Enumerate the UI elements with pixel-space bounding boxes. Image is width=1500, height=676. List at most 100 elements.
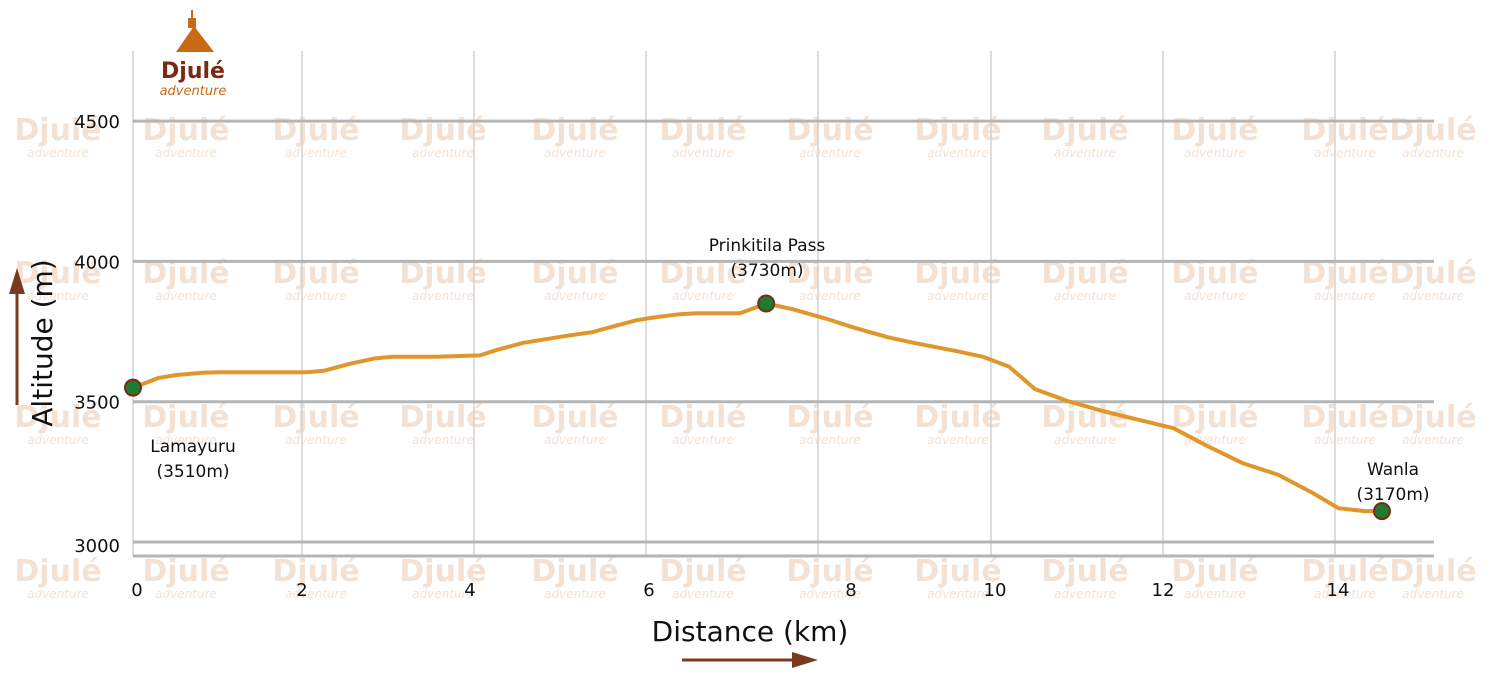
waypoint-marker [1372, 502, 1391, 521]
watermark-word: Djulé [786, 554, 873, 589]
watermark-sub: adventure [1314, 146, 1376, 160]
x-direction-arrow-head [792, 652, 818, 668]
logo-sub: adventure [160, 84, 227, 99]
watermark-sub: adventure [412, 289, 474, 303]
watermark-sub: adventure [544, 289, 606, 303]
y-tick-label: 4000 [74, 252, 120, 273]
y-direction-arrow-head [9, 268, 25, 294]
watermark-sub: adventure [672, 433, 734, 447]
watermark-sub: adventure [1184, 289, 1246, 303]
x-tick-label: 2 [296, 580, 307, 601]
watermark-word: Djulé [142, 113, 229, 148]
watermark-sub: adventure [544, 433, 606, 447]
watermark-sub: adventure [544, 587, 606, 601]
watermark-sub: adventure [155, 289, 217, 303]
x-tick-label: 0 [131, 580, 142, 601]
watermark-sub: adventure [1314, 587, 1376, 601]
watermark-word: Djulé [659, 554, 746, 589]
watermark-sub: adventure [799, 587, 861, 601]
watermark-sub: adventure [799, 146, 861, 160]
watermark-word: Djulé [659, 113, 746, 148]
watermark-sub: adventure [1054, 289, 1116, 303]
waypoint-marker [124, 378, 142, 397]
watermark-layer: DjuléadventureDjuléadventureDjuléadventu… [14, 113, 1476, 601]
watermark-word: Djulé [914, 400, 1001, 435]
watermark-word: Djulé [1389, 113, 1476, 148]
watermark-word: Djulé [1301, 113, 1388, 148]
y-tick-label: 3500 [74, 393, 120, 414]
watermark-sub: adventure [927, 146, 989, 160]
watermark-sub: adventure [672, 146, 734, 160]
watermark-sub: adventure [1314, 289, 1376, 303]
watermark-word: Djulé [14, 256, 101, 291]
waypoint-altitude: (3510m) [156, 462, 229, 482]
watermark-word: Djulé [531, 400, 618, 435]
watermark-word: Djulé [1301, 400, 1388, 435]
watermark-word: Djulé [399, 554, 486, 589]
waypoint-name: Prinkitila Pass [709, 236, 826, 256]
logo-figure-icon [176, 26, 214, 52]
watermark-word: Djulé [1389, 400, 1476, 435]
watermark-sub: adventure [799, 433, 861, 447]
x-tick-label: 4 [464, 580, 475, 601]
logo-spire-icon [188, 18, 196, 28]
watermark-sub: adventure [927, 289, 989, 303]
watermark-sub: adventure [927, 433, 989, 447]
watermark-word: Djulé [1041, 113, 1128, 148]
watermark-sub: adventure [27, 433, 89, 447]
watermark-sub: adventure [1402, 587, 1464, 601]
watermark-sub: adventure [27, 587, 89, 601]
watermark-word: Djulé [272, 113, 359, 148]
watermark-sub: adventure [27, 289, 89, 303]
watermark-word: Djulé [1171, 554, 1258, 589]
watermark-word: Djulé [142, 554, 229, 589]
plot-layer [124, 294, 1391, 521]
waypoint-altitude: (3170m) [1356, 485, 1429, 505]
watermark-word: Djulé [659, 400, 746, 435]
watermark-sub: adventure [1402, 289, 1464, 303]
watermark-word: Djulé [531, 554, 618, 589]
watermark-sub: adventure [1184, 146, 1246, 160]
watermark-sub: adventure [412, 587, 474, 601]
watermark-sub: adventure [672, 587, 734, 601]
x-tick-label: 14 [1327, 580, 1350, 601]
watermark-sub: adventure [155, 146, 217, 160]
watermark-word: Djulé [914, 113, 1001, 148]
watermark-sub: adventure [799, 289, 861, 303]
y-tick-label: 3000 [74, 536, 120, 557]
label-layer: 3000 3500 4000 4500 0 2 4 6 8 10 12 14 Distance (km)… [9, 112, 1430, 668]
watermark-word: Djulé [1171, 400, 1258, 435]
x-tick-label: 6 [643, 580, 654, 601]
watermark-sub: adventure [412, 146, 474, 160]
watermark-sub: adventure [1314, 433, 1376, 447]
waypoint-name: Wanla [1367, 460, 1419, 480]
watermark-word: Djulé [14, 113, 101, 148]
watermark-word: Djulé [1041, 554, 1128, 589]
watermark-sub: adventure [1054, 433, 1116, 447]
watermark-word: Djulé [1171, 113, 1258, 148]
watermark-word: Djulé [399, 113, 486, 148]
watermark-word: Djulé [531, 113, 618, 148]
watermark-word: Djulé [272, 400, 359, 435]
x-tick-label: 10 [984, 580, 1007, 601]
watermark-sub: adventure [1184, 587, 1246, 601]
watermark-sub: adventure [544, 146, 606, 160]
waypoint-name: Lamayuru [150, 437, 235, 457]
watermark-sub: adventure [285, 146, 347, 160]
watermark-sub: adventure [27, 146, 89, 160]
x-axis-title: Distance (km) [652, 615, 849, 648]
watermark-sub: adventure [1402, 146, 1464, 160]
watermark-word: Djulé [786, 400, 873, 435]
watermark-word: Djulé [14, 400, 101, 435]
waypoint-marker [757, 294, 776, 313]
watermark-word: Djulé [1301, 554, 1388, 589]
watermark-sub: adventure [155, 587, 217, 601]
x-tick-label: 8 [845, 580, 856, 601]
watermark-sub: adventure [1054, 587, 1116, 601]
waypoint-altitude: (3730m) [730, 261, 803, 281]
watermark-word: Djulé [786, 113, 873, 148]
y-tick-label: 4500 [74, 112, 120, 133]
